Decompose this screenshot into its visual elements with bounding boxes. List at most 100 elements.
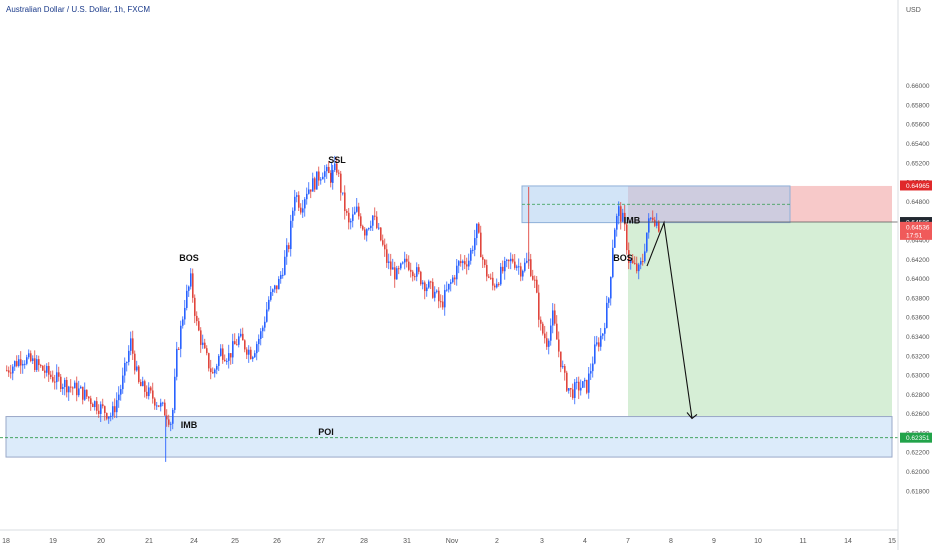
price-tick-label: 0.62000: [906, 469, 930, 476]
candle-body: [224, 359, 226, 362]
candle-body: [618, 206, 620, 216]
candle-body: [88, 396, 90, 399]
candle-body: [560, 351, 562, 368]
candle-body: [146, 391, 148, 397]
candle-body: [552, 310, 554, 326]
candle-body: [32, 358, 34, 361]
candle-body: [324, 171, 326, 177]
candle-body: [478, 223, 480, 233]
time-tick-label: 25: [231, 538, 239, 545]
candle-body: [622, 212, 624, 222]
time-tick-label: 8: [669, 538, 673, 545]
time-tick-label: 3: [540, 538, 544, 545]
candle-body: [602, 333, 604, 336]
candle-body: [400, 263, 402, 269]
candle-body: [580, 387, 582, 391]
candle-body: [452, 277, 454, 283]
candle-body: [544, 333, 546, 339]
candle-body: [10, 372, 12, 374]
candle-body: [124, 362, 126, 376]
candle-body: [122, 375, 124, 390]
price-tick-label: 0.63200: [906, 353, 930, 360]
candle-body: [484, 259, 486, 265]
candle-body: [584, 379, 586, 382]
time-tick-label: 26: [273, 538, 281, 545]
candle-body: [426, 287, 428, 292]
zones-layer: [5, 185, 893, 458]
candle-body: [568, 388, 570, 391]
candles-layer: [6, 155, 660, 462]
candle-body: [238, 336, 240, 345]
candle-body: [96, 401, 98, 411]
candle-body: [366, 229, 368, 236]
candle-body: [130, 338, 132, 351]
candle-body: [564, 366, 566, 373]
candle-body: [506, 259, 508, 261]
candle-body: [538, 292, 540, 320]
time-tick-label: 7: [626, 538, 630, 545]
price-tick-label: 0.64000: [906, 276, 930, 283]
candle-body: [632, 260, 634, 263]
candle-body: [312, 178, 314, 192]
candle-body: [186, 290, 188, 308]
poi-zone: [5, 416, 893, 458]
candle-body: [492, 277, 494, 286]
candle-body: [600, 335, 602, 347]
candle-body: [232, 341, 234, 358]
candle-body: [534, 279, 536, 281]
projection-arrowhead: [686, 412, 698, 420]
candle-body: [180, 325, 182, 349]
candle-body: [164, 402, 166, 416]
time-tick-label: Nov: [446, 538, 459, 545]
candle-body: [464, 261, 466, 265]
candle-body: [216, 365, 218, 370]
candle-body: [338, 172, 340, 174]
time-tick-label: 27: [317, 538, 325, 545]
candle-body: [458, 261, 460, 266]
candle-body: [34, 358, 36, 370]
candle-body: [532, 275, 534, 280]
candle-body: [520, 266, 522, 277]
candle-body: [222, 348, 224, 360]
time-tick-label: 28: [360, 538, 368, 545]
candle-body: [424, 282, 426, 292]
candle-body: [490, 277, 492, 279]
candle-body: [392, 267, 394, 270]
candle-body: [288, 245, 290, 249]
candle-body: [642, 261, 644, 263]
candle-body: [604, 327, 606, 334]
candle-body: [44, 370, 46, 373]
candle-body: [12, 366, 14, 374]
profit-zone: [628, 222, 892, 438]
candle-body: [570, 388, 572, 390]
candle-body: [562, 366, 564, 368]
candle-body: [456, 265, 458, 280]
candle-body: [22, 363, 24, 366]
candle-body: [268, 299, 270, 310]
candle-body: [144, 381, 146, 392]
projection-path: [646, 220, 693, 419]
candle-body: [60, 376, 62, 389]
candle-body: [62, 387, 64, 389]
candle-body: [140, 381, 142, 387]
price-tick-label: 0.62600: [906, 411, 930, 418]
candle-body: [158, 405, 160, 407]
candle-body: [304, 199, 306, 209]
candle-body: [188, 286, 190, 291]
candle-body: [106, 413, 108, 419]
candle-body: [284, 256, 286, 275]
candle-body: [92, 403, 94, 408]
candle-body: [330, 173, 332, 183]
candle-body: [18, 359, 20, 366]
candle-body: [370, 225, 372, 229]
lines-layer: [0, 203, 898, 439]
candle-body: [126, 362, 128, 364]
candle-body: [86, 389, 88, 397]
candle-body: [218, 355, 220, 366]
candle-body: [294, 196, 296, 211]
candle-body: [396, 268, 398, 280]
candle-body: [438, 290, 440, 302]
candle-body: [170, 423, 172, 425]
